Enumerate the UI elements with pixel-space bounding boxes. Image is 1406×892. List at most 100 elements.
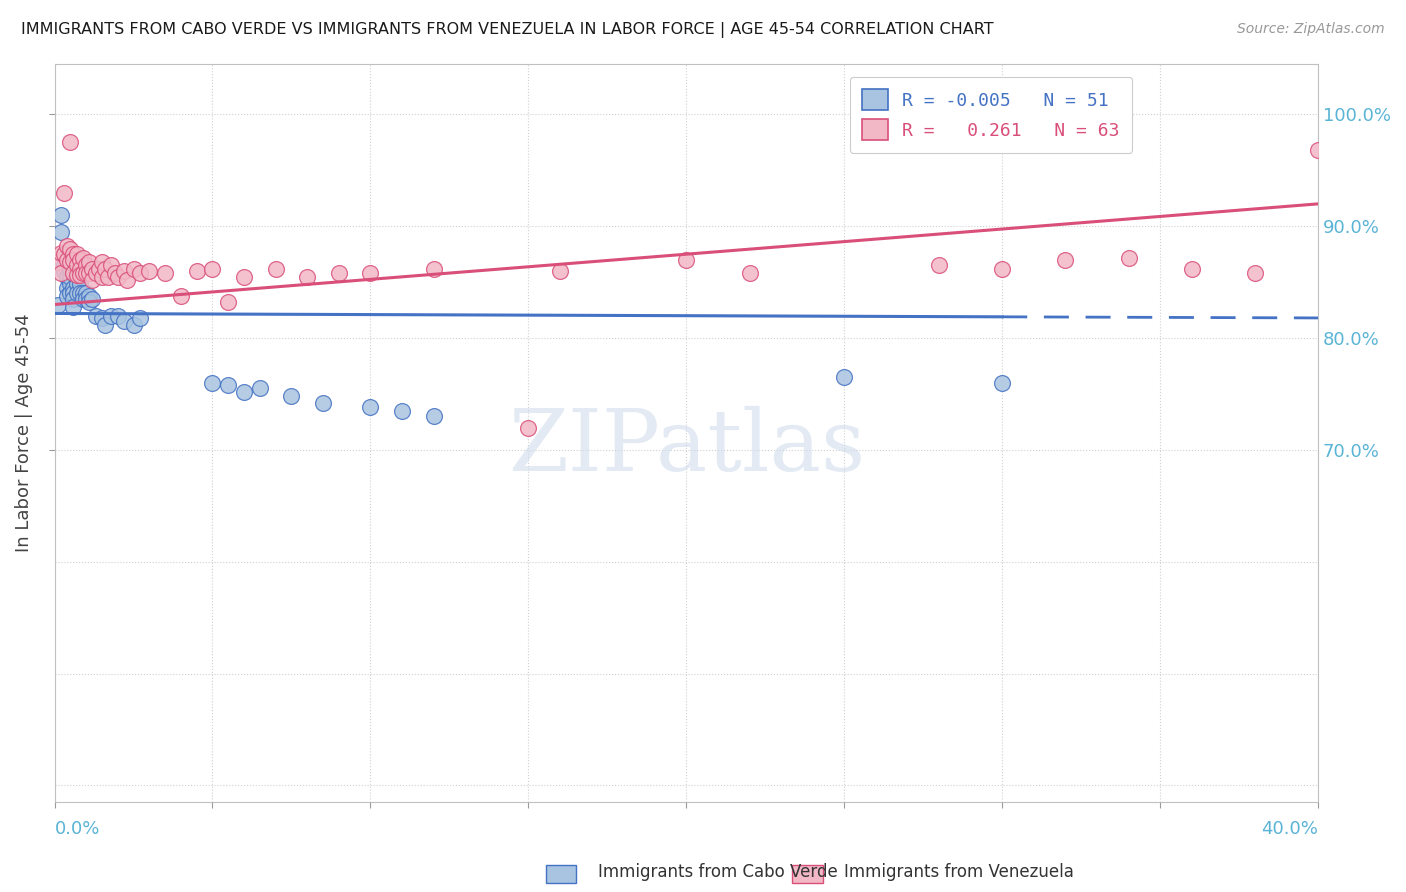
Point <box>280 389 302 403</box>
Point <box>359 401 381 415</box>
Point <box>90 255 112 269</box>
Point <box>72 251 94 265</box>
Point <box>422 409 444 424</box>
Point <box>69 268 91 283</box>
Point <box>59 261 82 276</box>
Point <box>53 247 76 261</box>
Legend: R = -0.005   N = 51, R =   0.261   N = 63: R = -0.005 N = 51, R = 0.261 N = 63 <box>849 77 1132 153</box>
Point <box>69 286 91 301</box>
Point <box>69 252 91 267</box>
Point <box>422 261 444 276</box>
Point <box>59 255 82 269</box>
Point <box>97 269 120 284</box>
Point <box>1308 143 1330 157</box>
Point <box>1054 252 1077 267</box>
Point <box>66 259 89 273</box>
Point <box>59 273 82 287</box>
Point <box>84 309 107 323</box>
Point <box>59 277 82 292</box>
Point <box>62 266 84 280</box>
Point <box>201 376 224 390</box>
Point <box>62 292 84 306</box>
Point <box>62 252 84 267</box>
Point <box>738 266 761 280</box>
Point <box>49 266 72 280</box>
Point <box>138 264 160 278</box>
Text: 40.0%: 40.0% <box>1261 820 1319 838</box>
Point <box>107 309 129 323</box>
Point <box>122 318 145 332</box>
Point <box>1181 261 1204 276</box>
Point <box>112 314 135 328</box>
Point <box>100 259 122 273</box>
Point <box>170 288 193 302</box>
Point <box>75 292 97 306</box>
Point <box>297 269 319 284</box>
Point <box>201 261 224 276</box>
Point <box>186 264 208 278</box>
Point <box>233 269 256 284</box>
Point <box>56 281 79 295</box>
Point <box>94 261 117 276</box>
Point <box>49 208 72 222</box>
Point <box>62 300 84 314</box>
Text: Immigrants from Cabo Verde: Immigrants from Cabo Verde <box>598 863 838 881</box>
Point <box>328 266 350 280</box>
Point <box>312 396 335 410</box>
Point <box>49 246 72 260</box>
Point <box>122 261 145 276</box>
Point <box>249 381 271 395</box>
Point <box>53 259 76 273</box>
Text: 0.0%: 0.0% <box>55 820 100 838</box>
Point <box>100 309 122 323</box>
Point <box>46 297 69 311</box>
Point <box>153 266 176 280</box>
Point <box>69 277 91 292</box>
Point <box>66 277 89 292</box>
Text: IMMIGRANTS FROM CABO VERDE VS IMMIGRANTS FROM VENEZUELA IN LABOR FORCE | AGE 45-: IMMIGRANTS FROM CABO VERDE VS IMMIGRANTS… <box>21 22 994 38</box>
Point <box>82 261 104 276</box>
Point <box>56 269 79 284</box>
Point <box>1244 266 1267 280</box>
Point <box>82 292 104 306</box>
Point <box>69 269 91 284</box>
Point <box>53 186 76 200</box>
Point <box>87 261 110 276</box>
Y-axis label: In Labor Force | Age 45-54: In Labor Force | Age 45-54 <box>15 314 32 552</box>
Point <box>59 136 82 150</box>
Point <box>359 266 381 280</box>
Point <box>233 384 256 399</box>
Point <box>217 295 239 310</box>
Point <box>77 266 100 280</box>
Text: Source: ZipAtlas.com: Source: ZipAtlas.com <box>1237 22 1385 37</box>
Point <box>112 264 135 278</box>
Point <box>128 266 150 280</box>
Point <box>77 295 100 310</box>
Point <box>675 252 697 267</box>
Point <box>75 286 97 301</box>
Point <box>128 310 150 325</box>
Point <box>90 310 112 325</box>
Point <box>72 286 94 301</box>
Point <box>56 239 79 253</box>
Point <box>62 247 84 261</box>
Point <box>46 255 69 269</box>
Point <box>991 261 1014 276</box>
Point <box>69 261 91 276</box>
Point <box>62 266 84 280</box>
Point <box>75 266 97 280</box>
Point <box>517 420 540 434</box>
Text: ZIPatlas: ZIPatlas <box>508 407 865 490</box>
Point <box>53 264 76 278</box>
Point <box>107 269 129 284</box>
Point <box>94 318 117 332</box>
Point <box>56 288 79 302</box>
Point <box>66 247 89 261</box>
Point <box>115 273 138 287</box>
Point <box>75 259 97 273</box>
Point <box>548 264 571 278</box>
Text: Immigrants from Venezuela: Immigrants from Venezuela <box>844 863 1073 881</box>
Point <box>72 292 94 306</box>
Point <box>59 242 82 256</box>
Point <box>90 269 112 284</box>
